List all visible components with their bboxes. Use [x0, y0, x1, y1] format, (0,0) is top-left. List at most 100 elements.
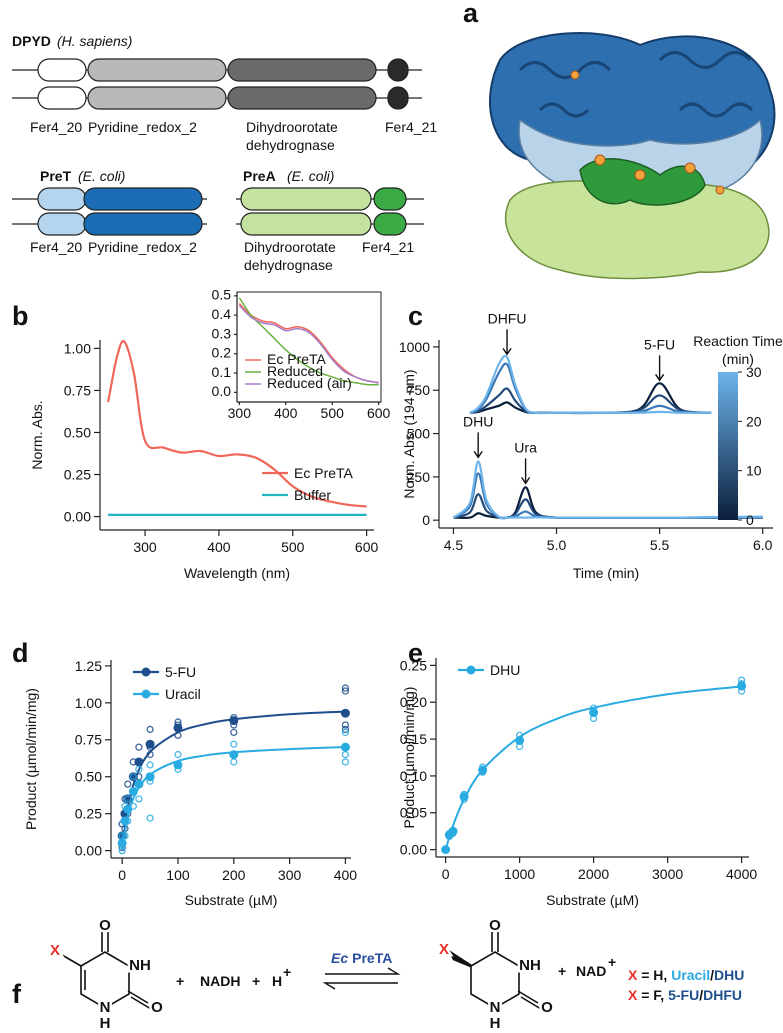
prea-fer4-domain [579, 158, 706, 206]
reverse-arrow [322, 982, 398, 990]
pret-domains [12, 187, 207, 236]
helix [658, 51, 752, 69]
replicate-point [341, 750, 350, 759]
chart: 4.5 5.0 5.5 6.0 0 250 500 750 1000 c Time (min) Nor… [399, 301, 783, 581]
replicate-point [230, 740, 238, 748]
replicate-point [135, 765, 143, 773]
cluster [570, 70, 580, 80]
cluster [594, 154, 606, 166]
cluster [634, 169, 646, 181]
panel-letter: a [463, 0, 479, 28]
domain [227, 58, 377, 82]
domain-label: Dihydroorotate [244, 239, 336, 255]
data-line [469, 387, 712, 415]
reagent: NADH [200, 973, 240, 989]
mean-point [340, 708, 350, 718]
atom: X [439, 941, 449, 958]
y-tick-label: 0.00 [64, 508, 91, 524]
y-axis-label: Norm. Abs. [29, 400, 45, 469]
legend-label: Uracil [165, 686, 201, 702]
chart: 0 100 200 300 400 0.00 0.25 0.50 0.75 1.00 1.25 d Su… [12, 638, 357, 908]
legend-segment: / [710, 967, 714, 983]
annotation-arrow [655, 355, 665, 382]
x-tick-label: 5.0 [547, 537, 567, 553]
replicate-point [230, 728, 238, 737]
y-tick-label: 0.75 [75, 732, 102, 748]
colorbar-tick-label: 30 [746, 364, 762, 380]
enzyme-species: Ec [331, 950, 348, 966]
domain-label: Pyridine_redox_2 [88, 119, 197, 135]
domain [83, 212, 203, 236]
domain [240, 212, 372, 236]
forward-arrow [325, 967, 401, 975]
domain [37, 212, 87, 236]
dpyd-domains [12, 58, 422, 110]
domain [87, 86, 227, 110]
legend-marker [141, 667, 151, 677]
y-tick-label: 250 [407, 469, 431, 485]
data-line [452, 460, 763, 520]
y-tick-label: 1000 [399, 339, 430, 355]
annotation: Ura [514, 439, 537, 455]
organism: (E. coli) [78, 168, 125, 184]
protein-name: DPYD [12, 33, 51, 49]
legend-segment: DHU [714, 967, 744, 983]
annotation: DHU [463, 413, 493, 429]
x-tick-label: 5.5 [650, 537, 670, 553]
y-tick-label: 0.4 [212, 306, 232, 322]
iron-sulfur-clusters [570, 70, 725, 195]
y-tick-label: 0.10 [400, 768, 427, 784]
plus: + [252, 973, 260, 989]
replicate-point [146, 814, 154, 822]
atom: O [541, 999, 553, 1016]
y-tick-label: 0.00 [400, 842, 427, 858]
mean-point [128, 787, 138, 797]
x-axis-label: Time (min) [573, 565, 639, 581]
atom: O [489, 917, 501, 934]
mean-point [229, 716, 239, 726]
plus: + [176, 973, 184, 989]
x-axis-label: Substrate (µM) [546, 892, 639, 908]
y-tick-label: 0.5 [212, 287, 232, 303]
x-tick-label: 400 [274, 405, 298, 421]
y-tick-label: 0.50 [75, 769, 102, 785]
mean-point [478, 765, 488, 775]
annotation-arrow [473, 432, 483, 459]
wedge-bond [447, 948, 472, 968]
atom: N [100, 999, 111, 1016]
mean-point [134, 757, 144, 767]
domain [87, 58, 227, 82]
panel-letter: b [12, 301, 29, 331]
legend-label: Reduced [267, 363, 323, 379]
domain [240, 187, 372, 211]
atom: N [490, 999, 501, 1016]
y-tick-label: 0.05 [400, 805, 427, 821]
mean-point [145, 772, 155, 782]
x-tick-label: 4000 [726, 866, 757, 882]
domain-label: Fer4_21 [362, 239, 414, 255]
mean-point [589, 708, 599, 718]
y-tick-label: 0.00 [75, 843, 102, 859]
helix [518, 61, 612, 79]
mean-point [120, 816, 130, 826]
legend-row: X = H, Uracil/DHU [628, 967, 744, 983]
domain-label: dehydrognase [246, 137, 335, 153]
x-tick-label: 500 [281, 539, 305, 555]
replicate-point [341, 687, 350, 695]
x-tick-label: 0 [442, 866, 450, 882]
fit-curve [121, 746, 346, 851]
colorbar-tick-label: 20 [746, 413, 762, 429]
colorbar [718, 372, 738, 520]
charge: + [608, 954, 616, 970]
helix [678, 102, 754, 118]
replicate-point [341, 684, 350, 692]
replicate-point [174, 750, 182, 759]
helices [518, 51, 754, 118]
y-tick-label: 0.25 [75, 806, 102, 822]
protein-structure [489, 32, 776, 280]
replicate-point [135, 795, 143, 803]
atom: H [490, 1015, 501, 1032]
x-tick-label: 6.0 [753, 537, 773, 553]
